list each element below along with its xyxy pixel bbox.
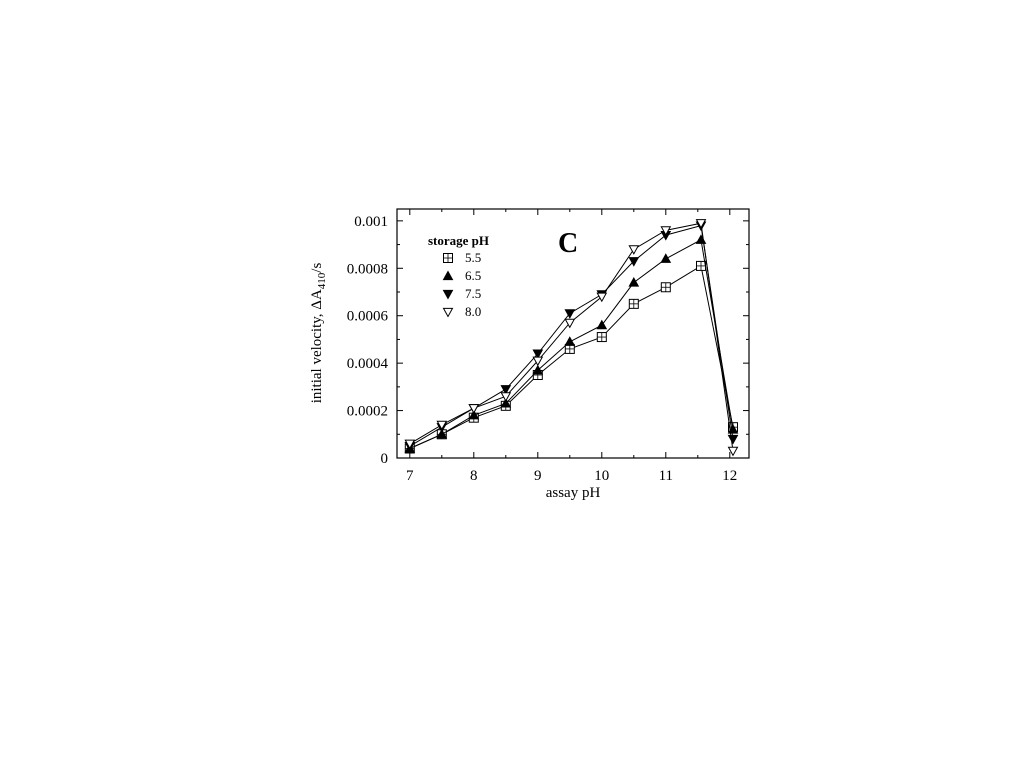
y-axis-title: initial velocity, ΔA410/s (309, 263, 328, 404)
x-tick-label: 12 (722, 468, 737, 484)
panel-label: C (558, 228, 578, 259)
series-6.5 (404, 234, 739, 453)
data-point (564, 309, 576, 319)
data-point (628, 298, 639, 309)
data-point (628, 245, 640, 255)
data-point (660, 282, 671, 293)
data-point (596, 332, 607, 343)
data-point (596, 292, 608, 303)
legend-label: 8.0 (465, 304, 481, 319)
tick-labels: 7 8 9 10 11 12 0 0.0002 0.0004 0.0006 0.0008 0.001 (347, 214, 738, 484)
y-tick-label: 0.0004 (347, 356, 389, 372)
data-point (500, 392, 512, 402)
y-tick-label: 0.0008 (347, 261, 388, 277)
series-8.0 (404, 219, 739, 457)
legend-marker (442, 289, 454, 300)
data-point (696, 260, 706, 271)
x-tick-label: 10 (594, 468, 609, 484)
legend-label: 5.5 (465, 250, 481, 265)
data-point (532, 349, 544, 360)
data-point (727, 424, 739, 434)
data-point (628, 276, 640, 287)
x-tick-label: 8 (470, 468, 478, 484)
data-point (727, 446, 739, 457)
x-tick-label: 11 (659, 468, 673, 484)
legend-marker (442, 270, 454, 281)
legend-entry: 8.0 (442, 304, 481, 319)
legend-entry: 5.5 (443, 250, 481, 265)
data-point (695, 219, 707, 229)
data-point (660, 253, 672, 263)
data-point (436, 428, 448, 439)
y-axis-title-suffix: /s (309, 263, 325, 273)
legend-entry: 6.5 (442, 268, 481, 283)
series-5.5 (404, 260, 738, 454)
legend-entry: 7.5 (442, 286, 481, 301)
legend-marker (442, 307, 454, 318)
x-axis-title: assay pH (546, 485, 601, 501)
legend: storage pH 5.5 6.5 7.5 8.0 (428, 233, 489, 319)
legend-marker (443, 253, 453, 263)
y-axis-title-subscript: 410 (316, 272, 328, 289)
y-axis-title-prefix: initial velocity, ΔA (309, 289, 325, 403)
data-point (404, 439, 416, 450)
data-point (532, 364, 544, 375)
axis-ticks (397, 209, 749, 459)
x-tick-label: 9 (534, 468, 542, 484)
data-point (500, 397, 512, 408)
data-point (468, 404, 480, 414)
data-point (500, 385, 512, 395)
legend-label: 6.5 (465, 268, 481, 283)
legend-label: 7.5 (465, 286, 481, 301)
data-point (532, 356, 544, 367)
y-tick-label: 0.001 (354, 214, 388, 230)
y-tick-label: 0.0006 (347, 309, 389, 325)
data-point (468, 409, 480, 420)
data-point (596, 319, 608, 330)
y-tick-label: 0.0002 (347, 404, 388, 420)
data-point (564, 336, 576, 346)
data-point (727, 434, 739, 445)
plot-frame (396, 208, 750, 459)
data-point (628, 257, 640, 267)
data-point (436, 420, 448, 431)
x-tick-label: 7 (406, 468, 414, 484)
data-point (564, 318, 576, 329)
y-tick-label: 0 (381, 451, 389, 467)
series-line (409, 265, 734, 449)
legend-title: storage pH (428, 233, 489, 248)
series-layer (404, 219, 739, 457)
data-point (660, 226, 672, 236)
